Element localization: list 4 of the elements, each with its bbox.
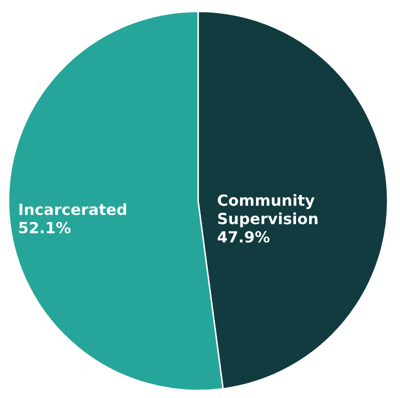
slice-label: Incarcerated (19, 203, 126, 216)
data-label: 52.1% (19, 222, 71, 234)
slice-label: Community Supervision (218, 194, 318, 228)
data-label: 47.9% (218, 231, 270, 243)
